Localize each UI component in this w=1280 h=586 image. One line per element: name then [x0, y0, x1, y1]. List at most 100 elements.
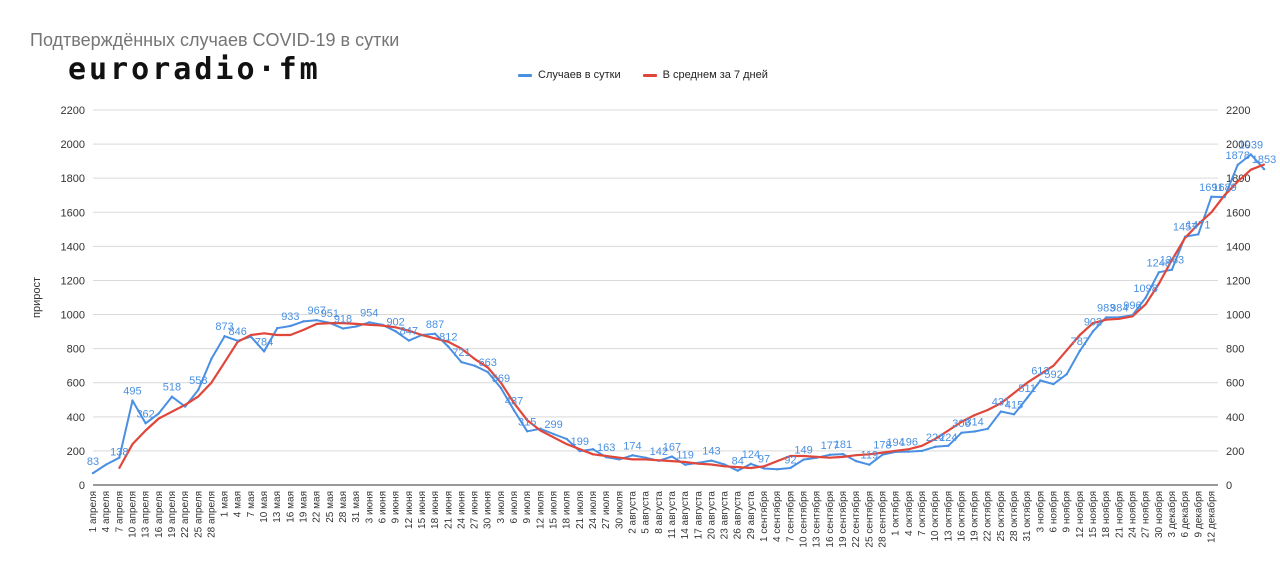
data-label: 194: [886, 437, 904, 449]
x-tick-label: 19 апреля: [167, 491, 178, 538]
chart-title: Подтверждённых случаев COVID-19 в сутки: [30, 30, 400, 50]
x-tick-label: 27 ноября: [1140, 491, 1152, 538]
legend-swatch-daily: [518, 73, 532, 77]
point-daily: [539, 427, 542, 430]
point-average: [631, 458, 634, 461]
x-tick-label: 10 мая: [259, 491, 270, 523]
data-label: 511: [1018, 383, 1036, 395]
data-label: 142: [650, 446, 668, 458]
x-tick-label: 12 июля: [535, 491, 546, 529]
point-average: [592, 453, 594, 456]
data-label: 887: [426, 319, 444, 331]
point-average: [1052, 364, 1055, 367]
point-daily: [828, 453, 832, 457]
x-tick-label: 21 июня: [443, 491, 454, 529]
point-daily: [986, 427, 989, 430]
x-tick-label: 26 августа: [733, 491, 744, 540]
x-tick-label: 10 сентября: [798, 491, 810, 548]
x-tick-label: 9 декабря: [1192, 491, 1204, 537]
point-average: [1039, 373, 1042, 376]
point-daily: [736, 469, 739, 472]
data-label: 1691: [1199, 182, 1223, 194]
x-tick-label: 6 июня: [377, 491, 388, 523]
point-average: [684, 460, 687, 463]
y-tick-label-right: 1600: [1226, 207, 1250, 219]
point-average: [828, 456, 831, 459]
legend-item-average: В среднем за 7 дней: [642, 69, 768, 81]
x-tick-label: 4 мая: [233, 491, 244, 517]
point-daily: [631, 454, 634, 457]
point-average: [670, 460, 673, 463]
data-label: 983: [1097, 302, 1115, 314]
point-average: [802, 455, 805, 458]
point-daily: [315, 318, 318, 322]
x-tick-label: 25 сентября: [863, 491, 875, 548]
point-daily: [1157, 271, 1160, 274]
point-average: [855, 454, 858, 457]
x-tick-label: 3 июня: [364, 491, 375, 523]
point-average: [1263, 163, 1266, 166]
point-daily: [131, 399, 134, 402]
point-average: [355, 322, 358, 325]
data-label: 177: [821, 440, 839, 452]
point-daily: [881, 453, 884, 456]
point-average: [249, 334, 252, 336]
point-average: [1078, 334, 1081, 336]
point-daily: [104, 463, 108, 466]
point-daily: [947, 444, 950, 447]
data-label: 1098: [1133, 283, 1157, 295]
point-daily: [1104, 316, 1108, 319]
data-label: 1263: [1160, 255, 1184, 267]
x-tick-label: 23 августа: [720, 491, 731, 540]
point-daily: [170, 395, 174, 398]
x-tick-label: 1 мая: [220, 491, 231, 517]
x-tick-label: 15 ноября: [1087, 491, 1099, 538]
x-tick-label: 4 октября: [903, 491, 915, 536]
point-daily: [1170, 268, 1174, 271]
data-label: 84: [732, 456, 744, 468]
point-average: [1197, 223, 1200, 226]
x-tick-label: 4 апреля: [101, 491, 112, 532]
data-label: 721: [452, 347, 470, 359]
x-tick-label: 8 августа: [654, 491, 665, 534]
point-average: [1157, 282, 1160, 285]
x-tick-label: 2 августа: [627, 491, 638, 534]
point-average: [999, 402, 1002, 405]
y-tick-label-left: 1800: [61, 173, 85, 185]
point-average: [973, 414, 976, 417]
point-daily: [1144, 296, 1147, 300]
point-average: [986, 409, 989, 411]
data-label: 1457: [1173, 222, 1197, 234]
point-daily: [341, 327, 345, 330]
data-label: 167: [663, 442, 681, 454]
x-tick-label: 13 октября: [942, 491, 954, 542]
point-daily: [920, 449, 924, 453]
x-tick-label: 7 октября: [916, 491, 928, 536]
y-tick-label-left: 600: [67, 378, 85, 390]
x-tick-label: 13 мая: [272, 491, 283, 523]
x-tick-label: 31 октября: [1021, 491, 1033, 542]
point-average: [368, 323, 371, 326]
point-daily: [841, 452, 845, 456]
point-daily: [789, 466, 792, 470]
point-daily: [683, 463, 687, 466]
x-tick-label: 7 апреля: [114, 491, 125, 532]
point-average: [1144, 303, 1147, 306]
x-tick-label: 18 ноября: [1100, 491, 1112, 538]
point-average: [1170, 259, 1173, 261]
point-daily: [710, 459, 713, 462]
point-daily: [749, 462, 753, 466]
point-daily: [1052, 382, 1055, 386]
y-tick-label-right: 0: [1226, 480, 1232, 492]
data-label: 92: [784, 454, 796, 466]
x-tick-label: 19 сентября: [837, 491, 849, 548]
point-average: [789, 455, 792, 458]
point-daily: [433, 332, 437, 336]
x-tick-label: 6 декабря: [1179, 491, 1191, 537]
point-average: [723, 465, 726, 468]
x-tick-label: 16 мая: [285, 491, 296, 523]
point-average: [539, 429, 542, 432]
data-label: 873: [215, 321, 233, 333]
data-label: 495: [123, 386, 141, 398]
point-daily: [118, 456, 121, 459]
